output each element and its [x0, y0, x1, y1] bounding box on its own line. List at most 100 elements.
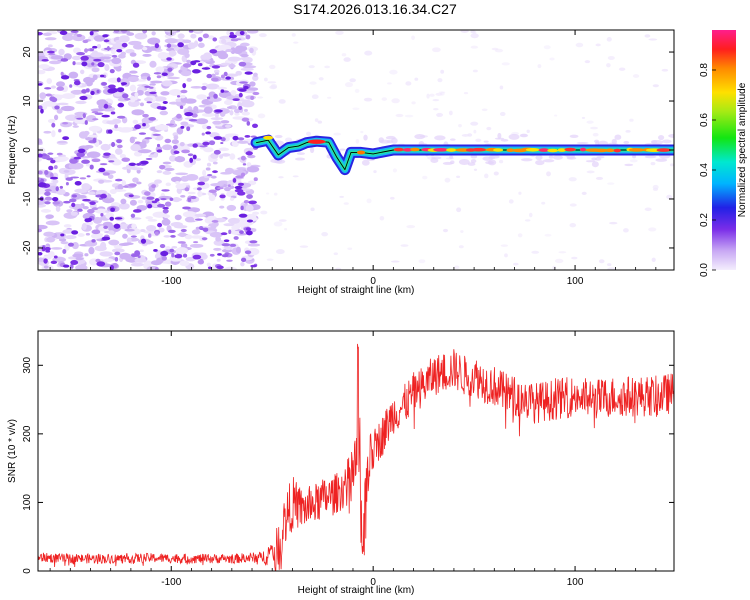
noise-speckle [546, 171, 551, 177]
noise-speckle [314, 118, 319, 123]
noise-speckle [418, 259, 426, 264]
noise-blob-pale [246, 166, 260, 173]
noise-blob-dark [147, 204, 153, 209]
noise-blob-pale [197, 190, 203, 198]
noise-speckle [669, 163, 674, 167]
noise-speckle [335, 267, 342, 270]
noise-speckle [422, 175, 428, 180]
noise-blob-pale [164, 30, 177, 33]
noise-blob-pale [180, 194, 186, 198]
noise-blob-mid [69, 198, 77, 203]
noise-speckle [435, 92, 443, 96]
noise-blob-dark [216, 265, 224, 270]
noise-speckle [569, 222, 577, 228]
noise-speckle [586, 170, 595, 174]
noise-blob-pale [223, 223, 235, 227]
noise-blob-pale [58, 156, 69, 161]
noise-blob-pale [43, 130, 52, 134]
noise-blob-mid [96, 89, 100, 94]
noise-blob-pale [68, 71, 79, 79]
noise-blob-mid [91, 158, 101, 163]
noise-blob-mid [197, 37, 203, 42]
noise-blob-dark [244, 134, 251, 138]
noise-blob-pale [162, 161, 172, 165]
noise-blob-pale [141, 196, 146, 200]
noise-blob-pale [47, 44, 53, 48]
noise-blob-pale [46, 236, 56, 243]
noise-blob-pale [220, 62, 231, 66]
noise-blob-pale [249, 81, 256, 87]
noise-speckle [273, 221, 283, 227]
noise-blob-pale [223, 266, 238, 270]
noise-blob-mid [116, 115, 126, 119]
noise-blob-pale [64, 235, 77, 240]
noise-blob-mid [226, 259, 233, 262]
signal-halo [434, 135, 446, 141]
noise-blob-pale [75, 100, 87, 105]
noise-blob-mid [109, 68, 115, 74]
noise-blob-dark [53, 255, 58, 259]
noise-blob-mid [145, 157, 153, 160]
noise-blob-dark [234, 185, 243, 190]
snr-axes: -100 0 100 0 100 200 300 [22, 331, 674, 588]
noise-blob-dark [50, 159, 56, 164]
noise-blob-mid [124, 97, 131, 101]
noise-blob-pale [53, 114, 59, 121]
noise-blob-pale [45, 220, 60, 226]
noise-blob-pale [155, 66, 165, 73]
noise-blob-mid [151, 184, 156, 189]
noise-speckle [352, 107, 360, 111]
noise-speckle [436, 112, 444, 117]
noise-blob-pale [174, 180, 180, 185]
noise-speckle [598, 259, 605, 264]
noise-blob-pale [115, 67, 122, 72]
noise-blob-mid [65, 44, 74, 48]
noise-blob-mid [51, 122, 56, 128]
noise-speckle [431, 47, 441, 53]
noise-blob-mid [53, 165, 58, 170]
noise-blob-pale [71, 34, 86, 42]
noise-speckle [349, 78, 356, 83]
noise-speckle [278, 176, 284, 179]
noise-blob-pale [218, 147, 230, 152]
noise-blob-mid [58, 128, 62, 133]
noise-blob-mid [76, 117, 84, 120]
noise-blob-pale [227, 56, 242, 62]
noise-blob-pale [185, 173, 199, 181]
noise-blob-mid [188, 119, 198, 122]
noise-blob-pale [203, 147, 214, 153]
noise-blob-pale [187, 42, 197, 49]
noise-speckle [344, 82, 353, 88]
noise-blob-mid [130, 235, 137, 238]
noise-blob-dark [60, 233, 65, 237]
noise-blob-pale [216, 86, 228, 90]
noise-blob-mid [101, 81, 108, 86]
noise-blob-mid [123, 185, 129, 188]
noise-blob-mid [206, 73, 213, 79]
noise-blob-mid [89, 164, 94, 170]
noise-speckle [437, 78, 443, 83]
noise-blob-pale [176, 127, 184, 135]
noise-blob-dark [244, 71, 253, 75]
noise-blob-dark [80, 55, 89, 61]
signal-halo [585, 160, 596, 163]
snr-frame [37, 330, 675, 572]
noise-blob-mid [69, 84, 73, 88]
noise-blob-dark [113, 223, 121, 229]
noise-blob-mid [54, 105, 60, 110]
noise-blob-dark [41, 58, 49, 62]
signal-halo [535, 154, 543, 161]
noise-speckle [292, 175, 299, 178]
spectrogram-ytick-label: 20 [22, 46, 33, 58]
noise-speckle [650, 162, 656, 166]
noise-blob-pale [62, 229, 75, 234]
noise-blob-pale [132, 177, 139, 183]
signal-halo [576, 141, 589, 144]
noise-blob-pale [190, 33, 197, 39]
noise-speckle [400, 244, 409, 247]
noise-speckle [528, 212, 533, 218]
noise-speckle [317, 120, 323, 124]
noise-blob-dark [101, 236, 111, 241]
noise-speckle [661, 68, 669, 72]
noise-blob-dark [238, 92, 243, 98]
